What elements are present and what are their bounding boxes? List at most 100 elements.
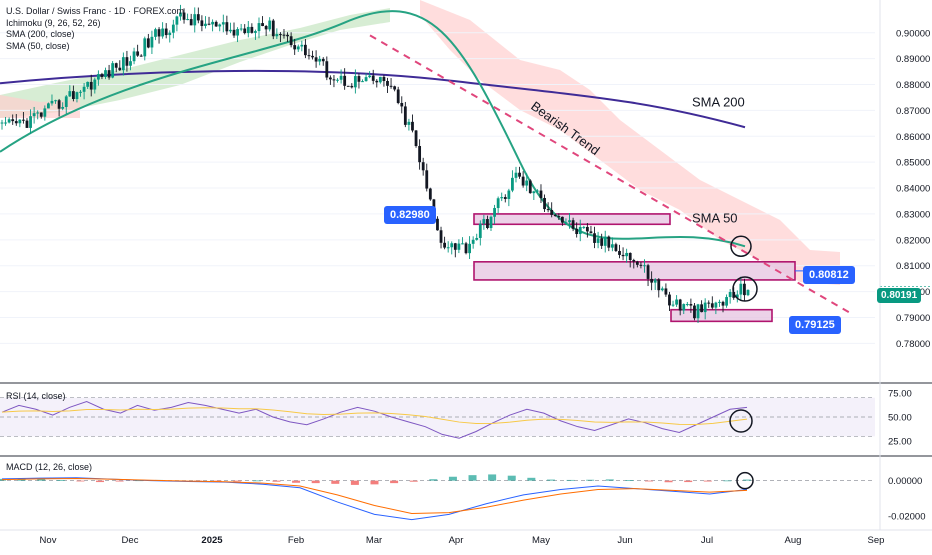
candle-body	[393, 86, 397, 90]
candle-body	[707, 302, 711, 304]
candle-body	[246, 26, 250, 34]
candle-body	[18, 119, 22, 124]
legend-ichimoku: Ichimoku (9, 26, 52, 26)	[6, 17, 101, 28]
candle-body	[696, 304, 700, 319]
candle-body	[511, 177, 514, 191]
candle-body	[553, 214, 557, 217]
candle-body	[603, 236, 607, 246]
price-tick-label: 0.87000	[896, 106, 930, 117]
candle-body	[286, 34, 289, 37]
candle-body	[457, 243, 461, 250]
candle-body	[236, 29, 239, 36]
candle-body	[407, 121, 411, 125]
macd-histogram-bar	[311, 480, 320, 484]
candle-body	[507, 190, 511, 199]
candle-body	[496, 198, 500, 209]
candle-body	[175, 16, 179, 25]
macd-histogram-bar	[233, 480, 242, 482]
candle-body	[79, 91, 82, 93]
candle-body	[693, 305, 696, 319]
rsi-line	[1, 400, 748, 439]
candle-body	[250, 26, 254, 33]
macd-histogram-bar	[703, 480, 712, 482]
candle-body	[368, 75, 372, 78]
candle-body	[489, 216, 493, 228]
candle-body	[107, 70, 111, 78]
candle-body	[539, 190, 543, 198]
candle-body	[403, 106, 407, 125]
candle-body	[57, 100, 61, 109]
candle-body	[29, 116, 32, 128]
candle-body	[214, 21, 218, 27]
candle-body	[125, 57, 129, 66]
candle-body	[154, 29, 157, 37]
candle-body	[47, 103, 50, 109]
candle-body	[468, 243, 471, 254]
time-tick-label: Aug	[785, 535, 802, 546]
candle-body	[411, 121, 414, 131]
candle-body	[93, 79, 97, 90]
candle-body	[739, 283, 743, 295]
candle-body	[314, 57, 318, 62]
candle-body	[232, 29, 236, 36]
candle-body	[361, 81, 364, 83]
macd-signal-line	[1, 478, 748, 514]
candle-body	[136, 51, 140, 56]
chart-legend: U.S. Dollar / Swiss Franc · 1D · FOREX.c…	[6, 6, 184, 52]
macd-histogram-bar	[429, 479, 438, 481]
sr-zone	[670, 308, 773, 323]
candle-body	[303, 44, 307, 56]
candle-body	[182, 12, 186, 20]
candle-body	[343, 75, 347, 86]
tag-resistance: 0.82980	[384, 206, 436, 224]
candle-body	[593, 233, 596, 243]
macd-histogram-bar	[644, 480, 653, 482]
candle-body	[585, 226, 589, 232]
candle-body	[500, 197, 504, 199]
moving-average-lines	[0, 10, 851, 314]
macd-histogram-bar	[292, 480, 301, 483]
candle-body	[503, 197, 507, 199]
candle-body	[475, 237, 479, 240]
macd-legend: MACD (12, 26, close)	[6, 462, 93, 472]
candle-body	[82, 86, 86, 92]
candle-body	[614, 244, 618, 251]
candle-body	[196, 14, 200, 21]
candle-body	[650, 278, 654, 283]
candle-body	[486, 219, 489, 228]
candle-body	[61, 106, 65, 109]
candle-body	[75, 92, 79, 100]
rsi-legend: RSI (14, close)	[6, 391, 66, 401]
highlight-circle	[732, 276, 758, 302]
candle-body	[575, 228, 579, 235]
candle-body	[564, 222, 568, 224]
candle-body	[746, 289, 750, 296]
candle-body	[536, 190, 539, 192]
candle-body	[150, 36, 154, 48]
candle-body	[646, 265, 650, 279]
candle-body	[254, 31, 257, 33]
price-tick-label: 0.89000	[896, 54, 930, 65]
candle-body	[386, 81, 389, 86]
macd-histogram-bar	[546, 479, 555, 481]
candle-body	[618, 250, 621, 255]
candle-body	[221, 22, 225, 25]
candle-body	[450, 243, 454, 248]
candle-body	[318, 58, 322, 62]
sma50-label: SMA 50	[692, 210, 738, 225]
candle-body	[307, 55, 311, 57]
candle-body	[275, 34, 279, 37]
macd-histogram-bar	[96, 480, 105, 483]
candle-body	[453, 243, 457, 250]
candle-body	[396, 89, 400, 103]
candle-body	[671, 304, 675, 306]
candle-body	[560, 216, 564, 223]
tag-mid: 0.80812	[803, 266, 855, 284]
candle-body	[425, 170, 429, 189]
candle-body	[339, 75, 343, 80]
macd-histogram-bar	[664, 480, 673, 483]
macd-histogram-bar	[507, 475, 516, 481]
candle-body	[293, 45, 297, 50]
candle-body	[25, 120, 29, 128]
